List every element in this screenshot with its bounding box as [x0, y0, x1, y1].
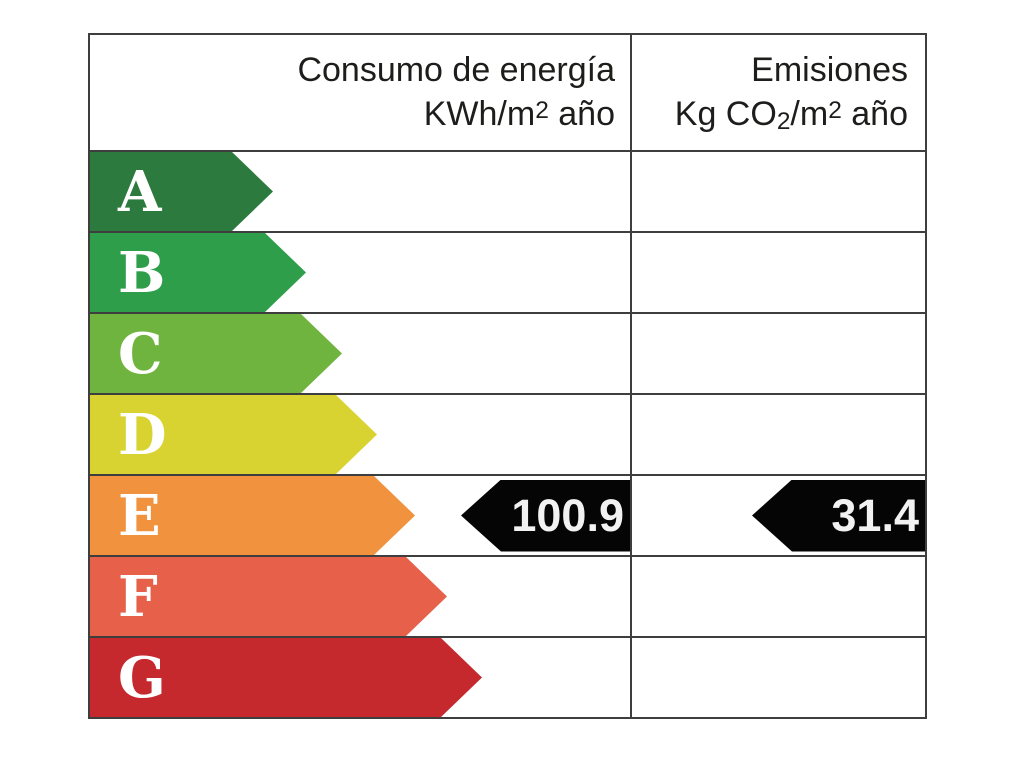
rating-letter: F [118, 563, 158, 630]
emissions-cell [632, 395, 925, 474]
rating-bar-arrow: C [90, 314, 342, 393]
rating-bar-arrow: A [90, 152, 273, 231]
rating-letter: D [118, 401, 167, 468]
emissions-value: 31.4 [831, 490, 919, 541]
consumption-header-line2: KWh/m2 año [423, 94, 615, 133]
consumption-cell: D [90, 395, 632, 474]
consumption-value: 100.9 [511, 490, 624, 541]
rating-table: Consumo de energía KWh/m2 año Emisiones … [88, 33, 927, 719]
emissions-header: Emisiones Kg CO2/m2 año [632, 35, 925, 150]
rating-letter: A [118, 158, 162, 225]
emissions-cell [632, 233, 925, 312]
header-row: Consumo de energía KWh/m2 año Emisiones … [90, 35, 925, 152]
emissions-header-line1: Emisiones [751, 50, 908, 89]
rating-row: A [90, 152, 925, 233]
consumption-header-line1: Consumo de energía [297, 50, 615, 89]
rating-letter: G [118, 644, 166, 711]
rating-bar-arrow: E [90, 476, 415, 555]
rating-row: C [90, 314, 925, 395]
rating-row: E 100.9 31.4 [90, 476, 925, 557]
consumption-cell: C [90, 314, 632, 393]
rating-letter: C [118, 320, 163, 387]
emissions-header-line2: Kg CO2/m2 año [674, 94, 908, 135]
emissions-indicator-arrow: 31.4 [752, 479, 925, 552]
consumption-cell: B [90, 233, 632, 312]
rating-bar-arrow: D [90, 395, 377, 474]
superscript-2: 2 [828, 96, 842, 124]
consumption-header: Consumo de energía KWh/m2 año [90, 35, 632, 150]
rating-row: G [90, 638, 925, 717]
emissions-cell: 31.4 [632, 476, 925, 555]
consumption-cell: A [90, 152, 632, 231]
rating-row: D [90, 395, 925, 476]
emissions-cell [632, 314, 925, 393]
rating-bar-arrow: B [90, 233, 306, 312]
emissions-cell [632, 638, 925, 717]
rating-letter: E [118, 482, 161, 549]
consumption-indicator-arrow: 100.9 [461, 479, 630, 552]
rating-bar-arrow: F [90, 557, 447, 636]
subscript-2: 2 [776, 107, 791, 135]
rating-row: B [90, 233, 925, 314]
consumption-cell: F [90, 557, 632, 636]
rating-bar-arrow: G [90, 638, 482, 717]
rating-row: F [90, 557, 925, 638]
emissions-cell [632, 152, 925, 231]
rating-rows: A B C [90, 152, 925, 717]
superscript-2: 2 [535, 96, 549, 124]
rating-letter: B [118, 239, 166, 306]
emissions-cell [632, 557, 925, 636]
consumption-cell: E 100.9 [90, 476, 632, 555]
consumption-cell: G [90, 638, 632, 717]
